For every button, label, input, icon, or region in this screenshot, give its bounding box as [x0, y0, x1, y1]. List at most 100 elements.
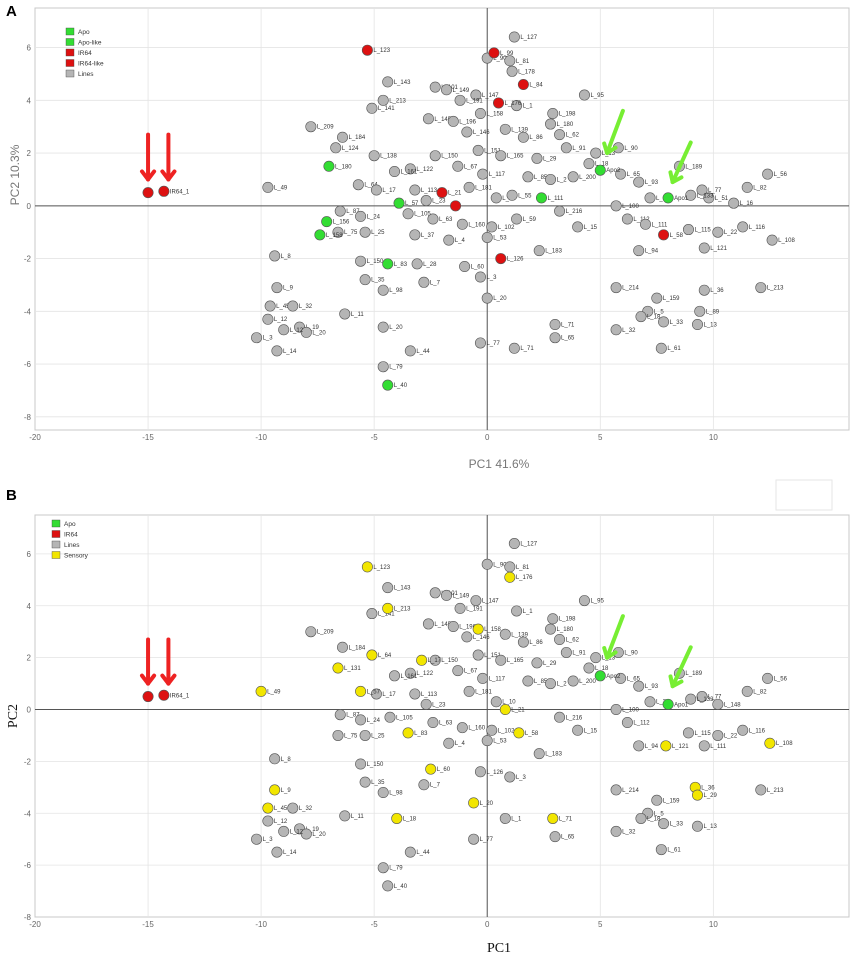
green-arrow	[602, 108, 625, 156]
data-point-label: L_18	[595, 666, 609, 672]
panel-a-tick-labels: -20 -15 -10 -5 0 5 10 6 4 2 0 -2 -4 -6 -8	[24, 44, 718, 442]
data-point-sensory	[468, 797, 480, 809]
data-point-label: L_99	[500, 51, 514, 57]
data-point-lines	[755, 282, 767, 294]
data-point-label: L_95	[590, 599, 604, 605]
data-point-lines	[549, 318, 561, 330]
data-point-lines	[422, 618, 434, 630]
data-point-lines	[766, 234, 778, 246]
data-point-label: L_100	[622, 204, 639, 210]
data-point-lines	[427, 213, 439, 225]
y-tick-label: -8	[24, 413, 32, 422]
data-point-lines	[511, 213, 523, 225]
x-tick-label: -20	[29, 920, 41, 929]
data-point-label: L_149	[453, 593, 470, 599]
data-point-lines	[490, 192, 502, 204]
x-tick-label: 10	[709, 433, 718, 442]
data-point-ir64	[658, 229, 670, 241]
data-point-lines	[278, 324, 290, 336]
x-tick-label: -10	[255, 920, 267, 929]
data-point-lines	[610, 200, 622, 212]
data-point-label: L_4	[455, 741, 466, 747]
data-point-label: L_64	[378, 653, 392, 659]
data-point-label: L_12	[290, 328, 304, 334]
data-point-label: L_81	[516, 59, 530, 65]
data-point-label: L_151	[484, 653, 501, 659]
data-point-sensory	[366, 649, 378, 661]
data-point-label: L_95	[590, 93, 604, 99]
data-point-label: L_90	[624, 650, 638, 656]
data-point-apo	[393, 197, 405, 209]
data-point-lines	[762, 672, 774, 684]
data-point-label: L_191	[466, 98, 483, 104]
data-point-lines	[366, 608, 378, 620]
data-point-label: L_147	[482, 93, 499, 99]
legend-label: IR64	[64, 532, 78, 539]
data-point-sensory	[547, 812, 559, 824]
y-tick-label: 6	[27, 44, 32, 53]
data-point-label: L_44	[416, 349, 430, 355]
data-point-lines	[506, 65, 518, 77]
data-point-label: L_18	[647, 315, 661, 321]
green-arrow	[668, 645, 693, 689]
data-point-label: L_9	[283, 286, 294, 292]
data-point-label: L_123	[373, 48, 390, 54]
data-point-label: L_145	[434, 622, 451, 628]
data-point-sensory	[513, 727, 525, 739]
data-point-label: L_151	[484, 148, 501, 154]
data-point-sensory	[361, 561, 373, 573]
y-tick-label: -4	[24, 809, 32, 818]
data-point-lines	[384, 711, 396, 723]
data-point-sensory	[416, 654, 428, 666]
data-point-lines	[337, 131, 349, 143]
data-point-lines	[533, 748, 545, 760]
data-point-label: L_200	[579, 679, 596, 685]
data-point-sensory	[499, 704, 511, 716]
data-point-label: L_176	[505, 101, 522, 107]
data-point-label: L_90	[493, 562, 507, 568]
data-point-label: L_127	[520, 542, 537, 548]
data-point-label: L_126	[507, 257, 524, 263]
data-point-lines	[583, 158, 595, 170]
data-point-label: L_214	[622, 286, 639, 292]
data-point-apo	[535, 192, 547, 204]
data-point-lines	[370, 184, 382, 196]
data-point-label: L_53	[493, 739, 507, 745]
data-point-lines	[477, 168, 489, 180]
data-point-label: L_105	[396, 715, 413, 721]
data-point-label: L_20	[312, 832, 326, 838]
panel-b-faint-box	[775, 479, 833, 511]
data-point-lines	[463, 685, 475, 697]
legend-swatch	[51, 519, 61, 528]
data-point-label: L_65	[627, 172, 641, 178]
y-tick-label: 4	[27, 602, 32, 611]
data-point-label: L_98	[389, 791, 403, 797]
legend-swatch	[51, 540, 61, 549]
panel-b-tick-labels: -20 -15 -10 -5 0 5 10 6 4 2 0 -2 -4 -6 -8	[24, 550, 718, 929]
legend-swatch	[65, 59, 75, 67]
data-point-lines	[531, 657, 543, 669]
data-point-label: L_146	[473, 130, 490, 136]
data-point-lines	[633, 680, 645, 692]
data-point-label: L_18	[647, 816, 661, 822]
data-point-label: L_176	[516, 575, 533, 581]
data-point-label: L_183	[545, 752, 562, 758]
data-point-label: L_35	[371, 278, 385, 284]
data-point-label: L_13	[704, 824, 718, 830]
data-point-lines	[533, 245, 545, 257]
data-point-lines	[655, 844, 667, 856]
data-point-lines	[461, 126, 473, 138]
data-point-sensory	[382, 602, 394, 614]
data-point-label: L_18	[595, 162, 609, 168]
data-point-label: L_56	[774, 676, 788, 682]
data-point-label: L_156	[333, 220, 350, 226]
data-point-lines	[522, 675, 534, 687]
data-point-label: L_148	[724, 702, 741, 708]
data-point-label: L_62	[566, 637, 580, 643]
panel-a-gridlines	[35, 8, 849, 430]
data-point-label: L_57	[367, 689, 381, 695]
data-point-label: L_22	[724, 230, 738, 236]
y-tick-label: -4	[24, 307, 32, 316]
legend-swatch	[65, 69, 75, 78]
data-point-label: L_75	[344, 230, 358, 236]
